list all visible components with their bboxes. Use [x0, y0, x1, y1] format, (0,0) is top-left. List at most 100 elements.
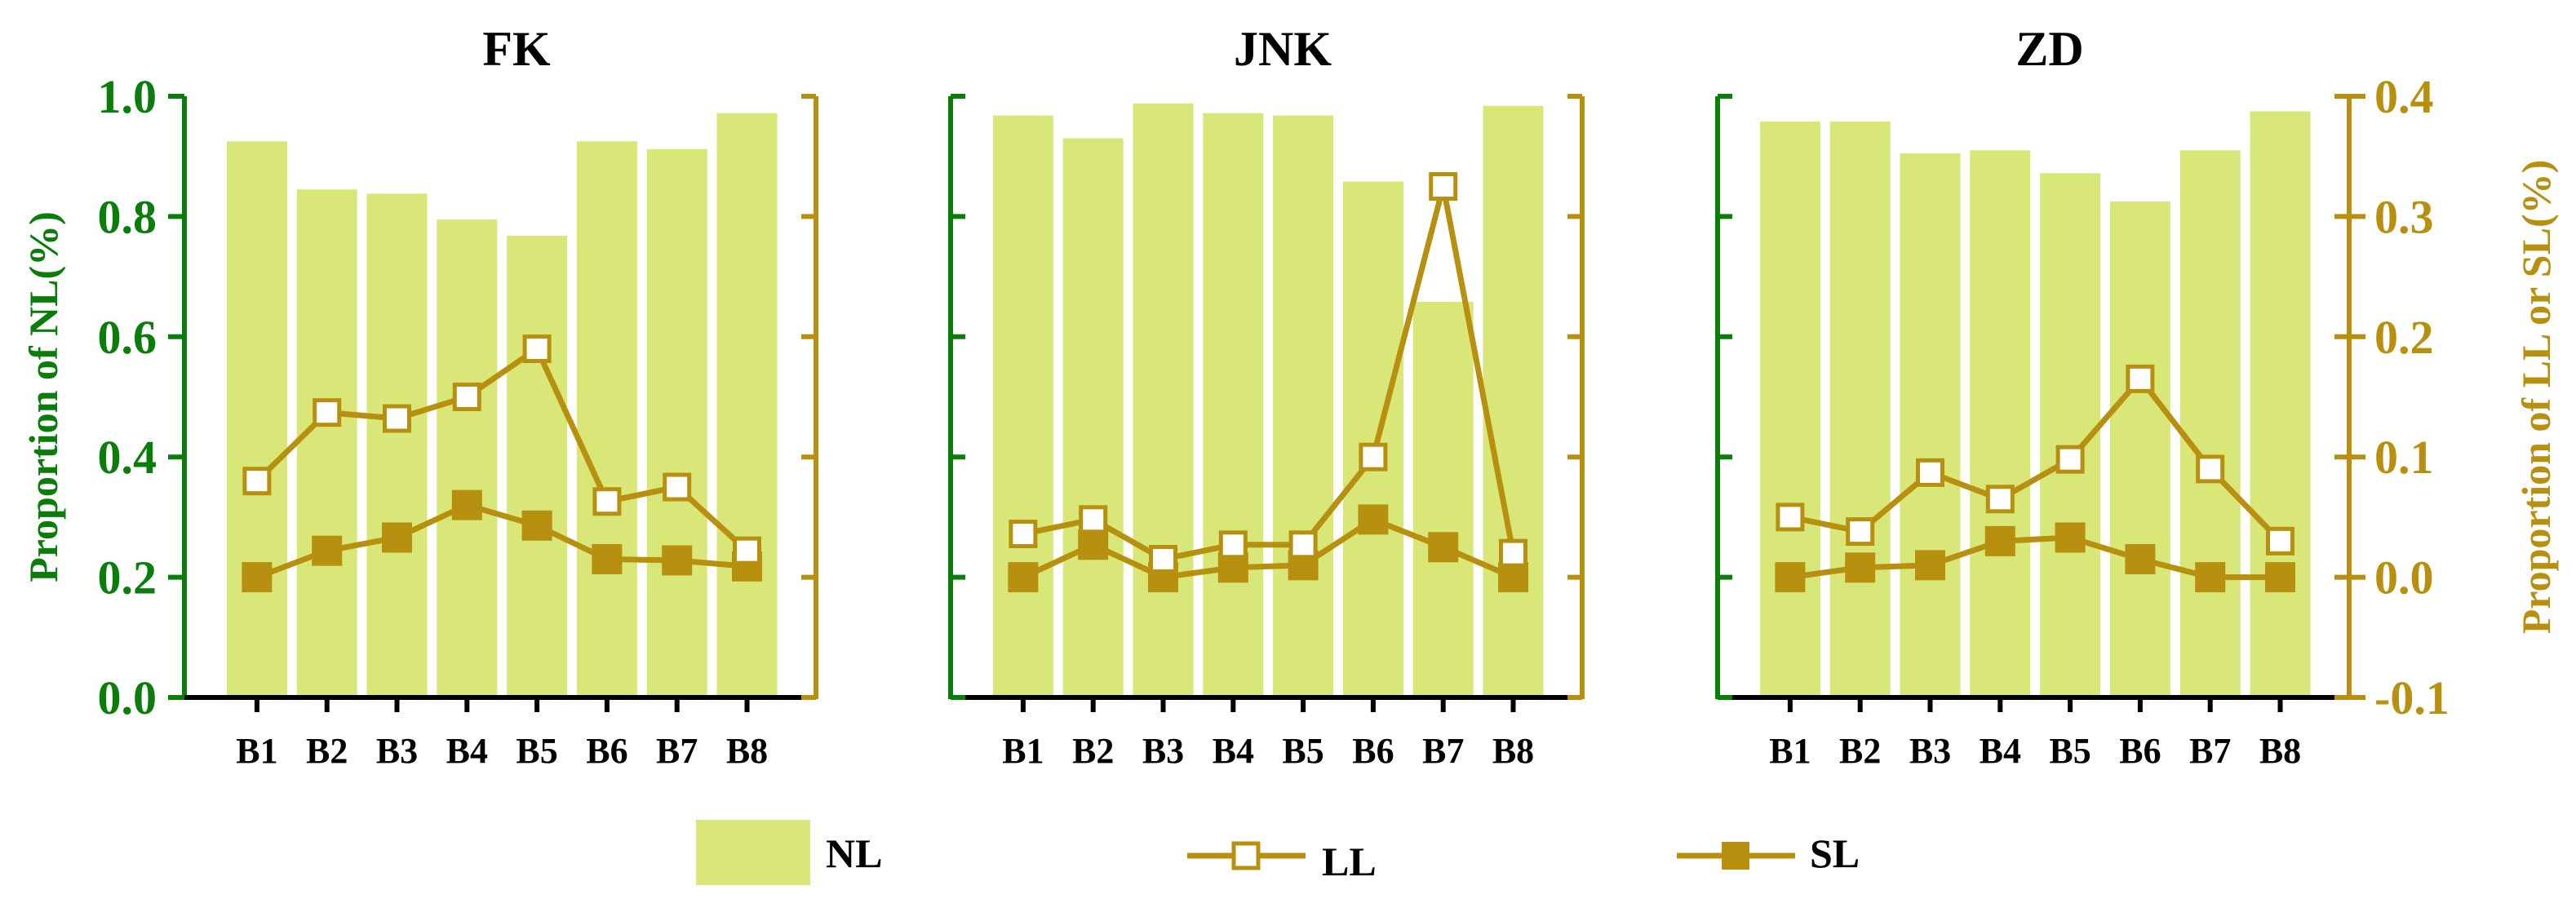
right-axis-title: Proportion of LL or SL(%): [2513, 160, 2559, 635]
ll-marker: [1429, 172, 1458, 201]
right-tick-label: 0.3: [2374, 190, 2434, 243]
ll-marker: [1009, 520, 1038, 549]
ll-marker: [2196, 454, 2225, 484]
right-tick-label: 0.4: [2374, 70, 2434, 123]
sl-marker: [1845, 552, 1876, 583]
sl-marker: [1008, 562, 1039, 593]
nl-bar: [1829, 121, 1891, 698]
panel-title: ZD: [2015, 22, 2083, 76]
sl-marker: [312, 535, 343, 566]
panel-title: FK: [482, 22, 551, 76]
nl-bar: [2250, 111, 2311, 698]
ll-marker: [1776, 502, 1805, 532]
ll-marker: [452, 383, 481, 411]
right-tick-label: 0.0: [2374, 551, 2434, 604]
sl-marker: [662, 545, 693, 576]
ll-marker: [313, 398, 342, 427]
nl-bar: [296, 189, 357, 698]
ll-marker: [1288, 530, 1318, 560]
ll-marker: [1499, 538, 1527, 568]
nl-bar: [2179, 150, 2241, 697]
x-tick-label: B1: [1002, 731, 1044, 771]
ll-marker: [733, 536, 761, 565]
nl-bar: [437, 219, 498, 698]
panel-title: JNK: [1234, 22, 1332, 76]
ll-marker: [2126, 364, 2155, 393]
x-tick-label: B7: [2189, 731, 2231, 771]
x-tick-label: B8: [2259, 731, 2301, 771]
legend-nl-label: NL: [826, 830, 882, 876]
sl-marker: [1915, 550, 1945, 581]
sl-marker: [2195, 562, 2226, 593]
x-tick-label: B5: [516, 731, 557, 771]
nl-bar: [1970, 150, 2031, 697]
x-tick-label: B3: [1142, 731, 1184, 771]
x-tick-label: B5: [2049, 731, 2091, 771]
x-tick-label: B6: [1352, 731, 1394, 771]
ll-marker: [2266, 526, 2294, 556]
left-tick-label: 0.2: [98, 551, 157, 604]
x-tick-label: B8: [1492, 731, 1534, 771]
x-tick-label: B3: [376, 731, 418, 771]
nl-bar: [2109, 201, 2170, 698]
sl-marker: [242, 562, 273, 593]
ll-marker: [1218, 530, 1248, 560]
x-tick-label: B4: [1213, 731, 1254, 771]
x-tick-label: B2: [306, 731, 348, 771]
nl-bar: [1412, 302, 1474, 697]
sl-marker: [592, 543, 623, 574]
nl-bar: [1342, 181, 1403, 698]
left-tick-label: 1.0: [98, 70, 157, 123]
nl-bar: [1483, 105, 1544, 698]
x-tick-label: B3: [1909, 731, 1951, 771]
nl-bar: [1759, 121, 1820, 698]
sl-marker: [2125, 543, 2156, 574]
ll-marker: [1916, 458, 1944, 487]
ll-marker: [522, 334, 552, 364]
sl-marker: [521, 510, 552, 541]
ll-marker: [592, 487, 622, 516]
x-tick-label: B1: [236, 731, 277, 771]
nl-bar: [366, 193, 428, 698]
x-tick-label: B6: [2119, 731, 2161, 771]
sl-marker: [2055, 522, 2086, 553]
sl-marker: [1775, 562, 1806, 593]
sl-marker: [1358, 504, 1389, 535]
x-tick-label: B7: [656, 731, 698, 771]
right-tick-label: -0.1: [2374, 671, 2450, 724]
nl-bar: [507, 235, 568, 697]
ll-marker: [1846, 517, 1875, 547]
legend-ll-label: LL: [1322, 839, 1377, 884]
right-tick-label: 0.2: [2374, 311, 2434, 364]
ll-marker: [1359, 442, 1388, 471]
x-tick-label: B6: [586, 731, 627, 771]
x-tick-label: B2: [1839, 731, 1881, 771]
x-tick-label: B4: [446, 731, 488, 771]
sl-marker: [1428, 532, 1459, 563]
legend-ll-marker: [1231, 841, 1261, 870]
ll-marker: [1079, 505, 1108, 534]
nl-bar: [1900, 153, 1961, 697]
legend-sl-label: SL: [1810, 830, 1860, 876]
nl-bar: [576, 141, 637, 697]
ll-marker: [663, 472, 692, 502]
x-tick-label: B7: [1422, 731, 1464, 771]
nl-bar: [1133, 103, 1194, 698]
sl-marker: [1984, 525, 2015, 556]
ll-marker: [1985, 485, 2015, 514]
x-tick-label: B2: [1072, 731, 1114, 771]
sl-marker: [1498, 562, 1528, 593]
nl-bar: [716, 113, 778, 698]
nl-bar: [226, 141, 287, 697]
x-tick-label: B1: [1769, 731, 1811, 771]
sl-marker: [451, 489, 482, 520]
ll-marker: [1149, 544, 1177, 573]
nl-bar: [646, 148, 707, 697]
nl-bar: [992, 115, 1053, 698]
nl-bar: [1203, 113, 1264, 698]
sl-marker: [1078, 529, 1109, 560]
nl-bar: [1062, 138, 1124, 698]
left-tick-label: 0.6: [98, 311, 157, 364]
